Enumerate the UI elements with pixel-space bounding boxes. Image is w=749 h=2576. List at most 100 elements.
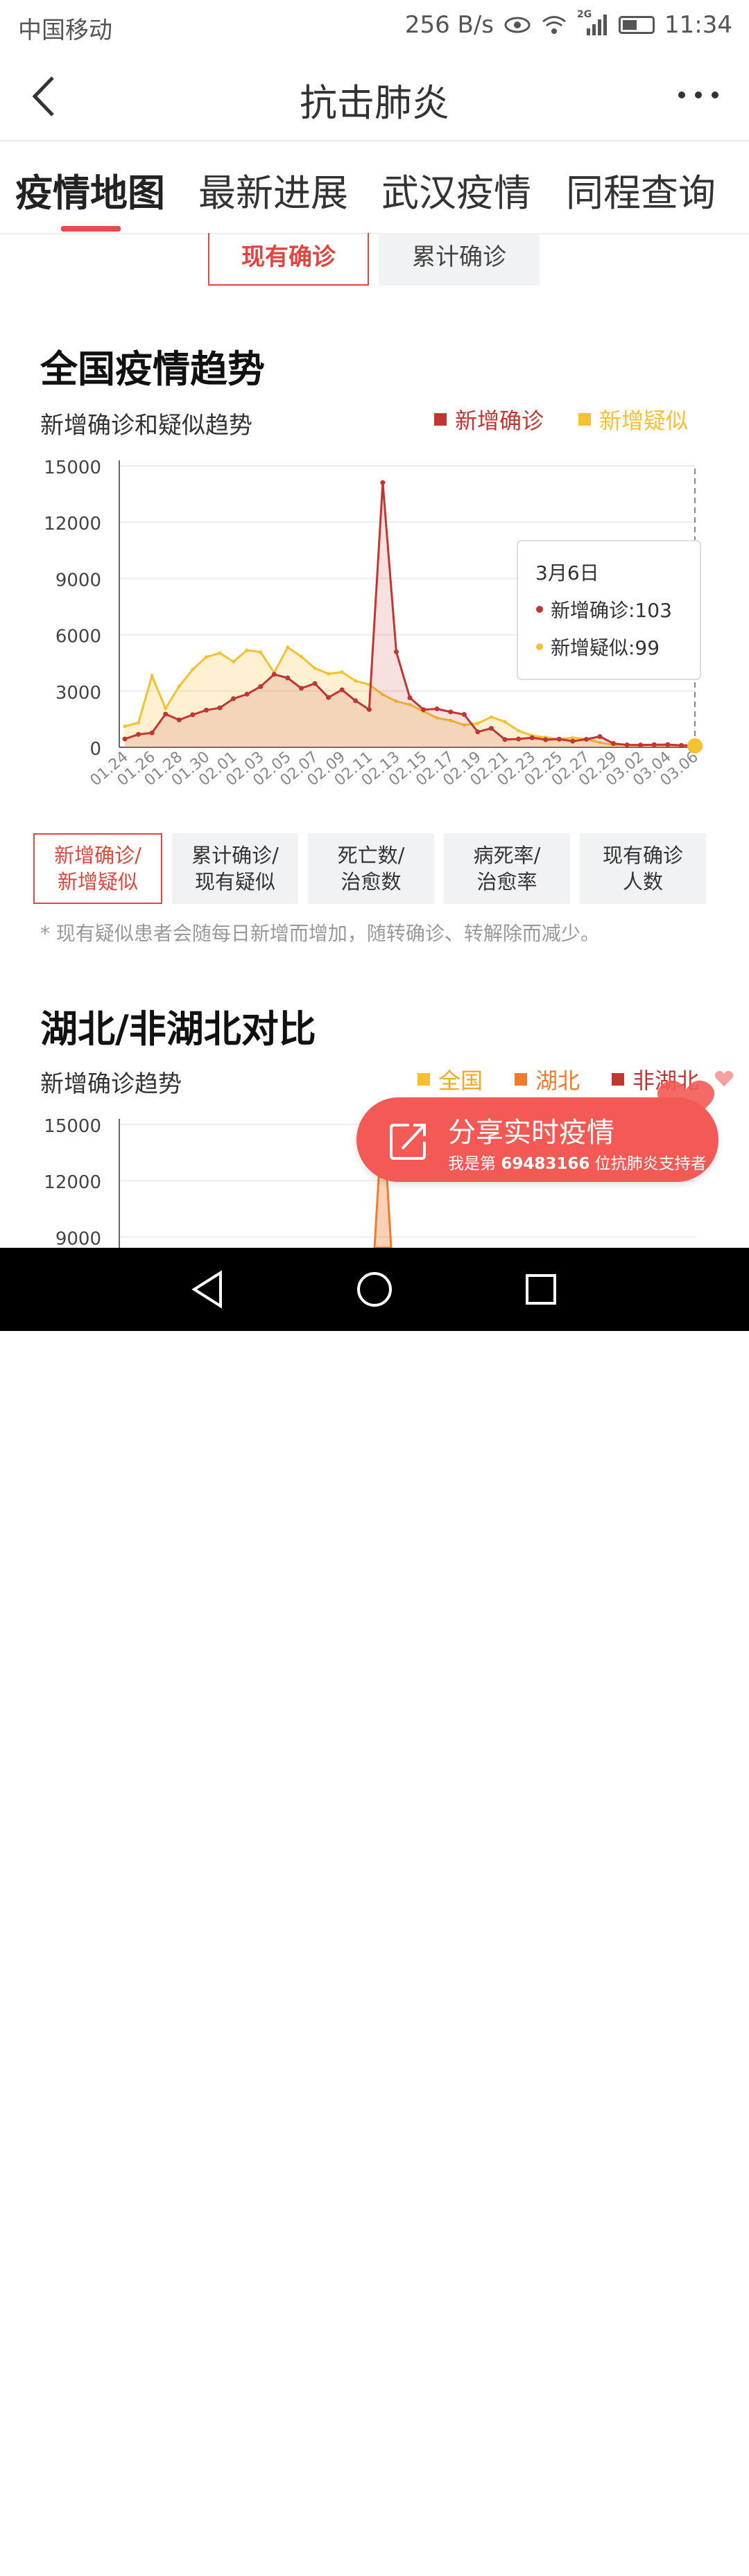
- legend-label-confirmed: 新增确诊: [455, 408, 544, 434]
- confirmed-point: [285, 675, 291, 681]
- network-speed: 256 B/s: [404, 11, 494, 39]
- y-tick-label: 0: [89, 739, 101, 760]
- confirmed-point: [353, 698, 359, 704]
- share-icon: [390, 1124, 426, 1160]
- mode-line2: 人数: [622, 870, 663, 894]
- legend-label-hubei: 湖北: [535, 1068, 580, 1094]
- confirmed-point: [231, 696, 236, 702]
- confirmed-point: [393, 649, 399, 654]
- suspected-point: [462, 723, 466, 727]
- y-tick-label: 3000: [55, 683, 101, 704]
- suspected-point: [489, 715, 493, 719]
- confirmed-point: [326, 695, 332, 700]
- tooltip-date: 3月6日: [535, 562, 599, 584]
- tab-wuhan-epidemic[interactable]: 武汉疫情: [381, 171, 531, 215]
- share-supporter-text: 我是第 69483166 位抗肺炎支持者: [448, 1150, 707, 1174]
- mode-line1: 死亡数/: [337, 844, 405, 867]
- suspected-point: [123, 724, 127, 729]
- legend-swatch-confirmed: [434, 413, 447, 426]
- legend-label-national: 全国: [438, 1068, 483, 1094]
- watermark-brand: HUPU: [8, 2552, 71, 2575]
- clock: 11:34: [664, 11, 732, 39]
- nav-bar: 抗击肺炎: [0, 51, 749, 141]
- tooltip-swatch-suspected: [536, 643, 543, 650]
- mode-rates[interactable]: 病死率/治愈率: [444, 833, 570, 904]
- supporter-prefix: 我是第: [448, 1155, 501, 1173]
- eye-icon: [504, 17, 531, 33]
- mode-deaths-cured[interactable]: 死亡数/治愈数: [308, 833, 434, 904]
- confirmed-point: [502, 737, 508, 742]
- national-trend-chart[interactable]: 0300060009000120001500001.2401.2601.2801…: [0, 444, 749, 818]
- legend-swatch-hubei: [515, 1073, 528, 1086]
- confirmed-point: [475, 729, 481, 735]
- confirmed-point: [163, 711, 169, 717]
- mode-line2: 治愈率: [476, 870, 537, 894]
- confirmed-point: [488, 726, 494, 731]
- confirmed-point: [122, 736, 128, 742]
- tooltip-confirmed: 新增确诊:103: [551, 599, 672, 622]
- nav-home-icon[interactable]: [355, 1269, 394, 1310]
- confirmed-point: [651, 742, 657, 747]
- mode-current-confirmed[interactable]: 现有确诊 人数: [580, 833, 706, 904]
- suspected-point: [503, 720, 507, 724]
- tab-same-trip-query[interactable]: 同程查询: [566, 171, 716, 215]
- confirmed-point: [556, 736, 562, 742]
- mode-new-confirmed-suspected[interactable]: 新增确诊/新增疑似: [33, 833, 162, 904]
- watermark: HUPU@武昌鱼128: [8, 2548, 185, 2576]
- carrier-name: 中国移动: [18, 17, 112, 44]
- confirmed-point: [366, 706, 372, 712]
- confirmed-point: [434, 706, 440, 712]
- supporter-number: 69483166: [501, 1155, 590, 1173]
- more-options-icon[interactable]: [678, 92, 718, 98]
- tab-latest-progress[interactable]: 最新进展: [198, 171, 348, 215]
- suspected-point: [476, 721, 480, 725]
- confirmed-point: [149, 730, 155, 736]
- suspected-point: [327, 672, 331, 676]
- nav-recents-icon[interactable]: [522, 1269, 560, 1310]
- tooltip-swatch-confirmed: [536, 606, 543, 613]
- confirmed-point: [638, 742, 644, 748]
- confirmed-point: [583, 736, 589, 742]
- suspected-point: [435, 716, 439, 720]
- suspected-point: [218, 651, 222, 655]
- suspected-point: [204, 655, 208, 659]
- suspected-point: [299, 654, 303, 659]
- confirmed-point: [203, 707, 209, 713]
- confirmed-point: [665, 742, 671, 747]
- confirmed-point: [421, 707, 427, 713]
- suspected-point: [164, 706, 168, 711]
- confirmed-point: [298, 686, 304, 691]
- y-tick-label: 12000: [44, 514, 101, 534]
- y-tick-label: 9000: [55, 1228, 101, 1248]
- suspected-point: [232, 660, 236, 664]
- page-title: 抗击肺炎: [300, 81, 449, 125]
- confirmed-point: [516, 736, 522, 742]
- legend-swatch-national: [417, 1073, 430, 1086]
- confirmed-point: [407, 695, 413, 701]
- nav-back-icon[interactable]: [189, 1269, 227, 1310]
- tab-epidemic-map[interactable]: 疫情地图: [15, 171, 165, 215]
- suspected-point: [394, 699, 398, 704]
- chart1-subtitle: 新增确诊和疑似趋势: [40, 412, 252, 440]
- suspected-point: [381, 693, 385, 697]
- y-tick-label: 12000: [44, 1172, 101, 1193]
- share-title: 分享实时疫情: [448, 1117, 614, 1149]
- national-trend-title: 全国疫情趋势: [40, 347, 265, 391]
- battery-icon: [619, 16, 655, 34]
- mode-line1: 现有确诊: [602, 844, 683, 867]
- suspected-point: [150, 674, 154, 678]
- legend-swatch-non-hubei: [612, 1073, 625, 1086]
- share-live-epidemic-button[interactable]: 分享实时疫情 我是第 69483166 位抗肺炎支持者: [356, 1097, 718, 1182]
- cumulative-confirmed-toggle[interactable]: 累计确诊: [379, 233, 540, 286]
- current-confirmed-toggle[interactable]: 现有确诊: [208, 233, 369, 286]
- confirmed-point: [611, 741, 617, 747]
- mode-cumulative-confirmed[interactable]: 累计确诊/现有疑似: [172, 833, 298, 904]
- confirmed-point: [244, 691, 250, 697]
- tooltip-suspected: 新增疑似:99: [551, 636, 660, 659]
- suspected-point: [245, 648, 249, 652]
- active-tab-indicator: [61, 226, 121, 232]
- confirmed-point: [258, 684, 264, 689]
- back-arrow-icon[interactable]: [25, 72, 67, 121]
- small-heart-icon: [714, 1070, 734, 1087]
- confirmed-point: [136, 731, 141, 737]
